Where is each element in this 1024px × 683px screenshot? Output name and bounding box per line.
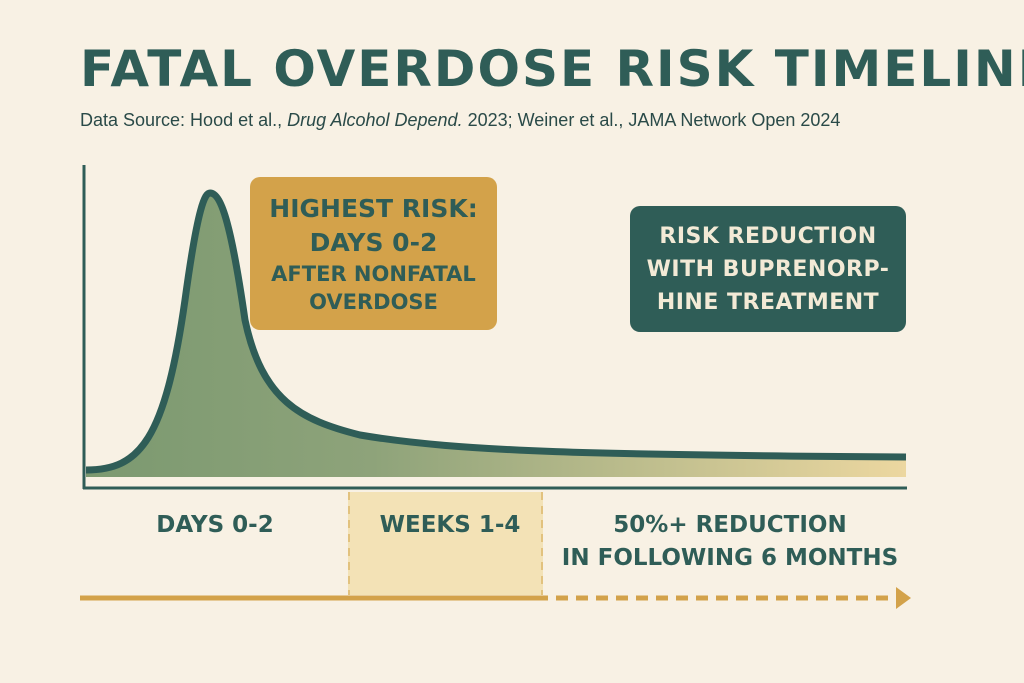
callout-line: RISK REDUCTION — [659, 223, 877, 249]
period-label-reduction-2: IN FOLLOWING 6 MONTHS — [561, 545, 899, 571]
callout-line: AFTER NONFATAL — [271, 261, 476, 286]
period-label-weeks: WEEKS 1-4 — [379, 512, 521, 538]
source-suffix: 2023; Weiner et al., JAMA Network Open 2… — [462, 110, 841, 130]
callout-line: DAYS 0-2 — [309, 227, 438, 257]
callout-line: OVERDOSE — [309, 289, 438, 314]
arrow-head-icon — [896, 587, 911, 609]
risk-curve — [85, 189, 907, 474]
callout-line: HINE TREATMENT — [656, 289, 880, 315]
weeks-band — [348, 492, 543, 595]
page-title: FATAL OVERDOSE RISK TIMELINE — [80, 40, 1024, 98]
treatment-callout: RISK REDUCTION WITH BUPRENORP- HINE TREA… — [630, 206, 906, 332]
highest-risk-callout: HIGHEST RISK: DAYS 0-2 AFTER NONFATAL OV… — [250, 177, 497, 330]
data-source: Data Source: Hood et al., Drug Alcohol D… — [80, 110, 840, 131]
source-prefix: Data Source: Hood et al., — [80, 110, 288, 130]
source-journal: Drug Alcohol Depend. — [287, 110, 463, 130]
period-label-days: DAYS 0-2 — [156, 512, 274, 538]
callout-line: WITH BUPRENORP- — [646, 256, 890, 282]
period-label-reduction-1: 50%+ REDUCTION — [613, 512, 847, 538]
callout-line: HIGHEST RISK: — [269, 193, 478, 223]
